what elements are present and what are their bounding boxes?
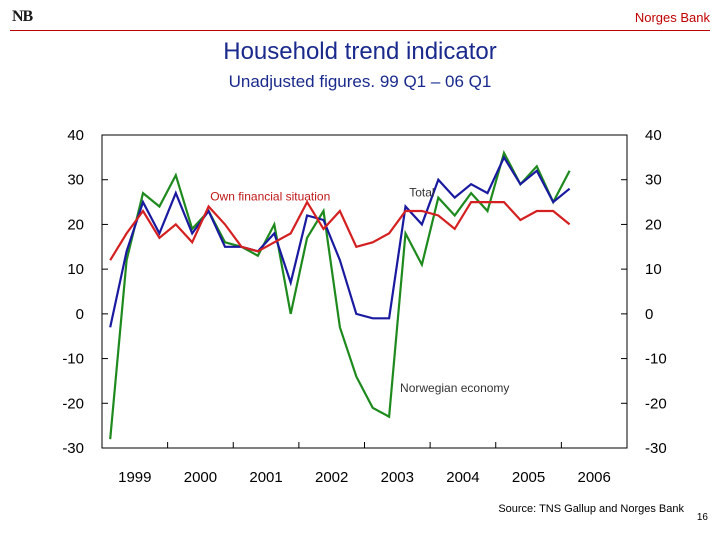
plot-frame [101,134,628,449]
y-tick-label-left: 40 [67,127,84,144]
y-tick-label-right: 30 [645,172,662,189]
x-tick-label: 2002 [315,469,348,486]
y-tick-label-left: 10 [67,261,84,278]
page-number: 16 [696,512,708,523]
chart-axes [101,134,628,449]
chart-tick-labels: 40 40 30 30 20 20 10 10 0 0 -10 -10 -20 -20 -30 -30 1999… [62,127,666,486]
x-tick-label: 2006 [578,469,611,486]
y-tick-label-right: -10 [645,351,667,368]
x-tick-label: 2004 [446,469,479,486]
chart-title: Household trend indicator [223,38,497,65]
y-tick-label-right: 0 [645,306,653,323]
chart-series-labels: Total Own financial situation Norwegian ec… [210,185,509,395]
source-note: Source: TNS Gallup and Norges Bank [498,503,684,515]
y-tick-label-right: 40 [645,127,662,144]
y-tick-label-left: 30 [67,172,84,189]
series-line-norwegian-economy [109,149,571,440]
x-tick-label: 2005 [512,469,545,486]
series-label-own-financial-situation: Own financial situation [210,189,330,203]
y-tick-label-left: -10 [62,351,84,368]
y-tick-label-right: 10 [645,261,662,278]
series-label-total: Total [409,185,434,199]
series-line-total [109,155,571,328]
x-tick-label: 2001 [249,469,282,486]
brand-name: Norges Bank [634,10,710,25]
series-label-norwegian-economy: Norwegian economy [400,381,509,395]
norges-bank-logo: NB [12,8,33,25]
x-tick-label: 2000 [184,469,217,486]
y-tick-label-right: -20 [645,395,667,412]
x-tick-label: 1999 [118,469,151,486]
y-tick-label-left: 20 [67,216,84,233]
y-tick-label-right: 20 [645,216,662,233]
y-tick-label-left: 0 [76,306,84,323]
series-line-own-financial-situation [109,199,571,261]
y-tick-label-right: -30 [645,440,667,457]
y-tick-label-left: -20 [62,395,84,412]
chart-subtitle: Unadjusted figures. 99 Q1 – 06 Q1 [228,72,492,91]
x-tick-label: 2003 [381,469,414,486]
y-tick-label-left: -30 [62,440,84,457]
header-divider [10,30,710,31]
chart-series-lines [109,149,571,440]
